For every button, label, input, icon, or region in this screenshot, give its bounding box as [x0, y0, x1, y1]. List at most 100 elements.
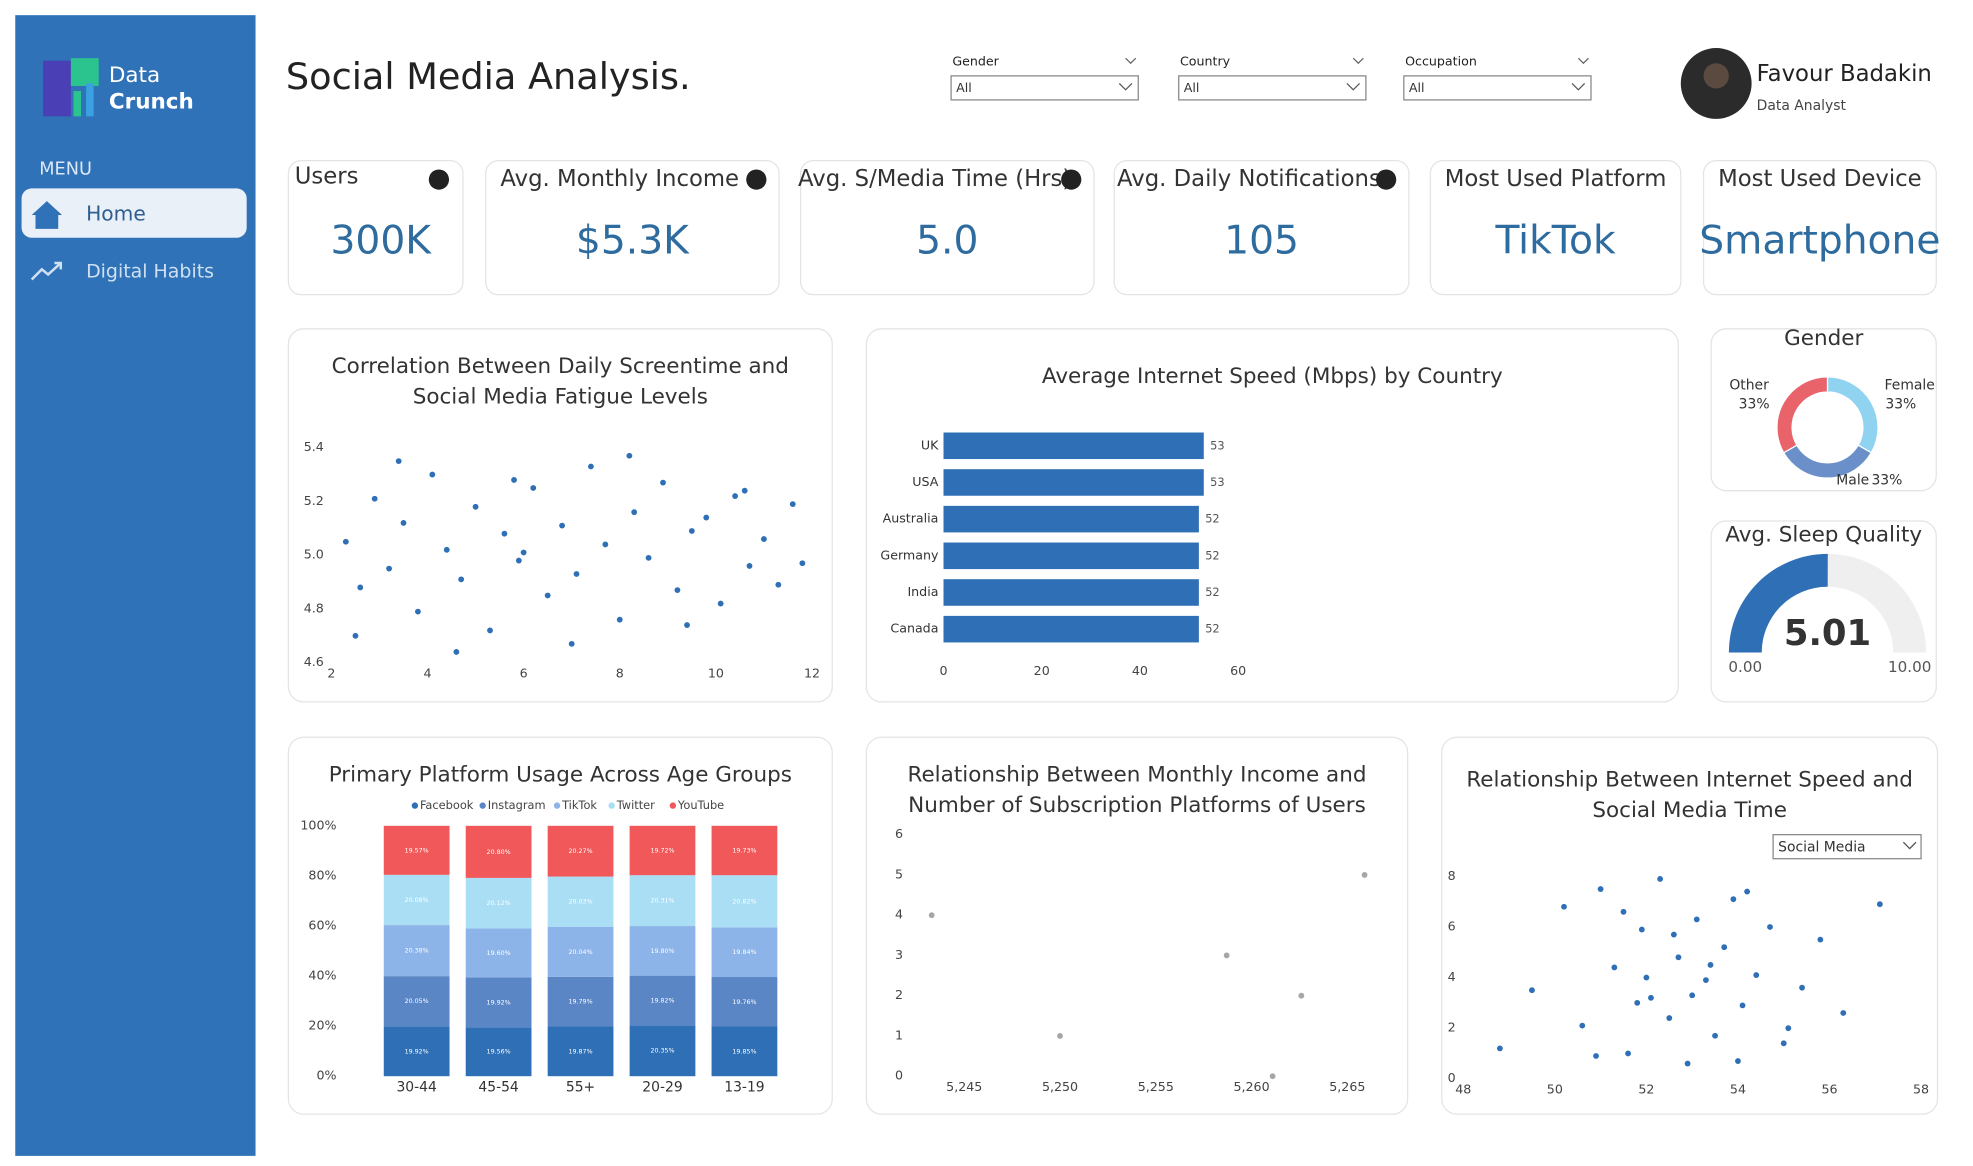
bar-segment: [711, 875, 778, 928]
filter-value: All: [956, 80, 972, 95]
point: [746, 563, 753, 569]
point: [1611, 964, 1618, 971]
x-tick-label: 5,260: [1233, 1079, 1269, 1094]
gauge-tick-label: 0.00: [1728, 658, 1762, 676]
point: [1739, 1002, 1746, 1009]
kpi-card: [799, 159, 1095, 296]
y-tick-label: 0: [1448, 1070, 1456, 1085]
x-tick-label: 60: [1230, 663, 1246, 678]
y-tick-label: 0: [895, 1068, 903, 1083]
kpi-value: 300K: [330, 218, 432, 263]
category-label: Australia: [883, 511, 939, 526]
point: [472, 503, 479, 510]
y-tick-label: 20%: [308, 1018, 336, 1033]
legend-label: Instagram: [488, 798, 546, 812]
point: [775, 581, 782, 588]
legend-label: Female: [1885, 378, 1935, 394]
bar-segment: [629, 926, 696, 976]
point: [799, 560, 806, 567]
legend-marker: [479, 802, 486, 809]
gauge-tick-label: 10.00: [1888, 658, 1931, 676]
avatar-face: [1703, 63, 1729, 89]
point: [573, 571, 580, 577]
x-tick-label: 8: [616, 666, 624, 681]
point: [1702, 977, 1709, 984]
x-tick-label: 58: [1913, 1082, 1929, 1097]
value-label: 33%: [1739, 397, 1770, 413]
point: [1634, 999, 1641, 1006]
point: [1579, 1022, 1586, 1029]
kpi-label: Most Used Platform: [1445, 166, 1667, 192]
point: [1840, 1010, 1847, 1016]
category-label: Germany: [880, 547, 939, 562]
point: [1620, 908, 1627, 915]
point: [1817, 936, 1824, 943]
point: [1529, 987, 1535, 994]
kpi-value: 105: [1224, 218, 1299, 263]
filter-dropdown[interactable]: [1403, 75, 1592, 101]
y-tick-label: 5.4: [304, 439, 324, 454]
value-label: 33%: [1871, 473, 1902, 489]
bar-segment: [711, 825, 778, 876]
y-tick-label: 4.6: [304, 654, 324, 669]
point: [1712, 1032, 1718, 1039]
bar-segment: [383, 874, 450, 926]
x-tick-label: 5,255: [1138, 1079, 1174, 1094]
point: [928, 912, 935, 919]
y-tick-label: 5: [895, 866, 903, 881]
x-tick-label: 0: [939, 663, 947, 678]
value-label: 19.80%: [650, 948, 674, 955]
bar-segment: [711, 977, 778, 1027]
legend-marker: [608, 802, 615, 809]
chevron: [1118, 83, 1133, 91]
x-tick-label: 45-54: [478, 1080, 519, 1096]
chart-title-box: Average Internet Speed (Mbps) by Country: [1042, 364, 1503, 389]
point: [660, 479, 666, 486]
point: [1780, 1040, 1787, 1047]
y-tick-label: 4.8: [304, 600, 324, 615]
category-label: Canada: [890, 621, 938, 636]
nav-item[interactable]: Home: [86, 201, 146, 225]
x-tick-label: 55+: [566, 1080, 595, 1096]
legend-label: YouTube: [677, 798, 724, 812]
x-tick-label: 6: [520, 666, 528, 681]
point: [530, 485, 537, 491]
donut-slice: [1776, 376, 1829, 454]
x-tick-label: 10: [708, 666, 724, 681]
dropdown[interactable]: [1772, 834, 1922, 860]
gauge-value: [1728, 553, 1828, 653]
point: [588, 463, 594, 470]
value-label: 52: [1205, 548, 1219, 562]
value-label: 33%: [1885, 397, 1916, 413]
legend-marker: [669, 802, 677, 809]
point: [1269, 1073, 1276, 1080]
kpi-value: TikTok: [1494, 218, 1616, 263]
x-tick-label: 5,245: [946, 1079, 982, 1094]
filter-dropdown[interactable]: [950, 75, 1139, 101]
value-label: 52: [1205, 512, 1219, 526]
value-label: 19.56%: [487, 1049, 511, 1056]
y-tick-label: 6: [1448, 918, 1456, 933]
point: [559, 522, 565, 529]
kpi-card: [287, 159, 464, 296]
chart-title-box: Gender: [1784, 326, 1863, 351]
nav-item[interactable]: Digital Habits: [86, 260, 214, 282]
filter-label: Country: [1180, 53, 1231, 68]
kpi-card: [1429, 159, 1682, 296]
chevron: [1571, 83, 1586, 91]
x-tick-label: 40: [1132, 663, 1148, 678]
point: [501, 530, 508, 537]
filter-dropdown[interactable]: [1178, 75, 1367, 101]
chevron: [1125, 57, 1137, 65]
nav-item-active[interactable]: [21, 188, 247, 238]
kpi-card: [1702, 159, 1937, 296]
point: [602, 541, 609, 548]
bar-segment: [629, 825, 696, 876]
x-tick-label: 52: [1638, 1082, 1654, 1097]
chart-title: Relationship Between Internet Speed and …: [1466, 767, 1913, 824]
legend-label: TikTok: [561, 798, 597, 812]
bar-segment: [465, 877, 532, 929]
chevron: [1577, 57, 1589, 65]
bar-segment: [465, 928, 532, 978]
bar-segment: [465, 1027, 532, 1077]
